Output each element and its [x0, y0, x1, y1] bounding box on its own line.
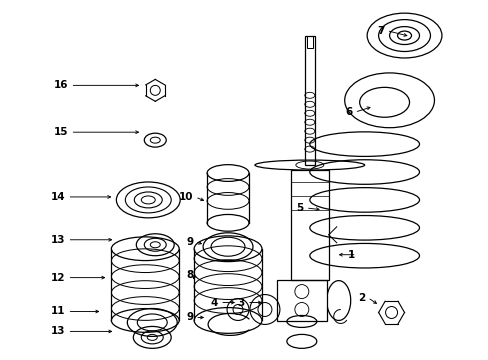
Text: 13: 13	[51, 235, 65, 245]
Bar	[290, 170, 328, 280]
Text: 7: 7	[376, 26, 384, 36]
Text: 8: 8	[185, 270, 193, 280]
Text: 10: 10	[178, 192, 193, 202]
Text: 1: 1	[347, 250, 354, 260]
Text: 3: 3	[237, 297, 244, 307]
Text: 5: 5	[296, 203, 303, 213]
Bar	[304, 36, 314, 165]
Text: 15: 15	[54, 127, 68, 137]
Text: 14: 14	[51, 192, 65, 202]
Text: 6: 6	[345, 107, 352, 117]
Text: 11: 11	[51, 306, 65, 316]
Text: 13: 13	[51, 327, 65, 336]
Text: 2: 2	[358, 293, 365, 302]
Text: 9: 9	[185, 237, 193, 247]
Text: 4: 4	[210, 297, 218, 307]
Bar	[306, 36, 312, 48]
Text: 16: 16	[54, 80, 68, 90]
Text: 9: 9	[185, 312, 193, 323]
Text: 12: 12	[51, 273, 65, 283]
Bar	[276, 280, 326, 321]
